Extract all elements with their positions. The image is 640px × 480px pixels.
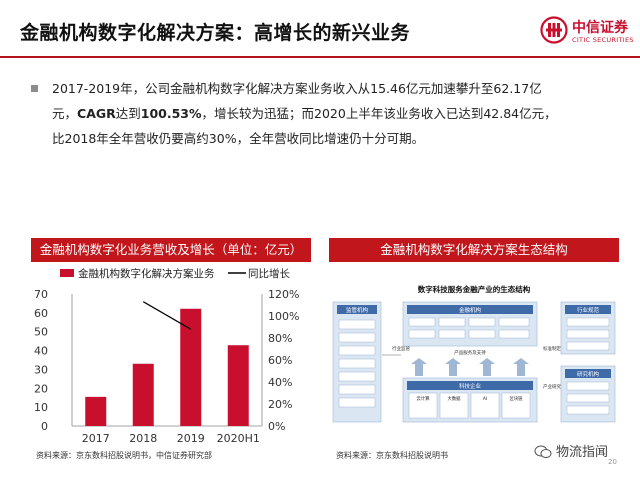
left-panel-heading: 金融机构数字化业务营收及增长（单位：亿元） (31, 238, 311, 262)
ops-title-bar (565, 305, 611, 314)
legend-line-label: 同比增长 (248, 267, 290, 280)
x-tick-label: 2017 (82, 432, 110, 445)
research-items (566, 381, 610, 415)
tech-title: 科技企业 (459, 382, 482, 390)
x-tick-label: 2019 (177, 432, 205, 445)
summary-line-3: 比2018年全年营收仍要高约30%，全年营收同比增速仍十分可期。 (52, 131, 425, 146)
y2-tick-label: 120% (268, 288, 299, 301)
regulator-items (338, 319, 376, 408)
y-tick-label: 10 (34, 401, 48, 414)
tech-title-bar (407, 381, 533, 390)
summary-line-1: 2017-2019年，公司金融机构数字化解决方案业务收入从15.46亿元加速攀升… (52, 81, 542, 96)
bar (180, 308, 202, 426)
bar (227, 345, 249, 426)
bar (132, 363, 154, 426)
legend-bar-swatch (60, 269, 74, 277)
flow-arrows (411, 358, 529, 376)
x-tick-label: 2020H1 (217, 432, 260, 445)
page-title: 金融机构数字化解决方案：高增长的新兴业务 (20, 22, 411, 44)
svg-text:大数据: 大数据 (448, 395, 462, 402)
y2-tick-label: 40% (268, 376, 292, 389)
y-tick-label: 70 (34, 288, 48, 301)
ops-title: 行业规范 (577, 306, 600, 314)
label-standard: 标准制定 (543, 345, 561, 352)
y-tick-label: 20 (34, 382, 48, 395)
regulator-title-bar (337, 305, 377, 314)
regulator-title: 监管机构 (346, 306, 369, 314)
bar (85, 396, 107, 426)
page-number: 20 (608, 458, 617, 466)
y-tick-label: 0 (41, 420, 48, 433)
y-tick-label: 50 (34, 326, 48, 339)
finance-title-bar (407, 305, 533, 314)
y2-tick-label: 20% (268, 398, 292, 411)
bullet-marker (31, 85, 38, 92)
finance-items (408, 317, 530, 339)
ecosystem-diagram: 数字科技服务金融产业的生态结构 监管机构 行业监管 金融机构 产品服务及支持 科… (332, 284, 616, 423)
y2-tick-label: 100% (268, 310, 299, 323)
finance-title: 金融机构 (459, 306, 482, 314)
label-research: 产业研究 (543, 383, 561, 390)
y2-tick-label: 60% (268, 354, 292, 367)
wechat-icon (534, 445, 552, 458)
summary-line-2: 元，CAGR达到100.53%，增长较为迅猛；而2020上半年该业务收入已达到4… (52, 106, 557, 121)
logo-text-en: CITIC SECURITIES (572, 36, 634, 44)
growth-line (142, 301, 192, 330)
diagram-title: 数字科技服务金融产业的生态结构 (418, 284, 531, 294)
x-tick-label: 2018 (129, 432, 157, 445)
summary-paragraph: 2017-2019年，公司金融机构数字化解决方案业务收入从15.46亿元加速攀升… (52, 76, 624, 151)
y2-tick-label: 0% (268, 420, 285, 433)
right-source-note: 资料来源：京东数科招股说明书 (336, 451, 448, 460)
svg-text:AI: AI (483, 396, 487, 402)
ops-items (566, 317, 610, 351)
legend-bar-label: 金融机构数字化解决方案业务 (78, 267, 215, 280)
y-tick-label: 30 (34, 363, 48, 376)
watermark-text: 物流指闻 (556, 445, 609, 460)
label-supervise: 行业监管 (392, 345, 410, 352)
citic-logo-icon (540, 16, 568, 44)
logo-text-cn: 中信证券 (572, 20, 628, 36)
logo: 中信证券 CITIC SECURITIES (540, 14, 634, 50)
research-title: 研究机构 (577, 370, 600, 378)
tech-items: 云计算 大数据 AI 区块链 (408, 392, 531, 419)
research-title-bar (565, 369, 611, 378)
y2-tick-label: 80% (268, 332, 292, 345)
revenue-chart: 0 10 20 30 40 50 60 70 0% 20% 40% 60% 80% 100% 120% 201… (34, 267, 299, 445)
header-rule (0, 56, 640, 58)
left-source-note: 资料来源：京东数科招股说明书，中信证券研究部 (36, 451, 212, 460)
label-product: 产品服务及支持 (454, 349, 486, 356)
svg-text:区块链: 区块链 (510, 395, 524, 402)
right-panel-heading: 金融机构数字化解决方案生态结构 (329, 238, 619, 262)
svg-text:云计算: 云计算 (417, 395, 431, 402)
y-tick-label: 40 (34, 345, 48, 358)
y-tick-label: 60 (34, 307, 48, 320)
